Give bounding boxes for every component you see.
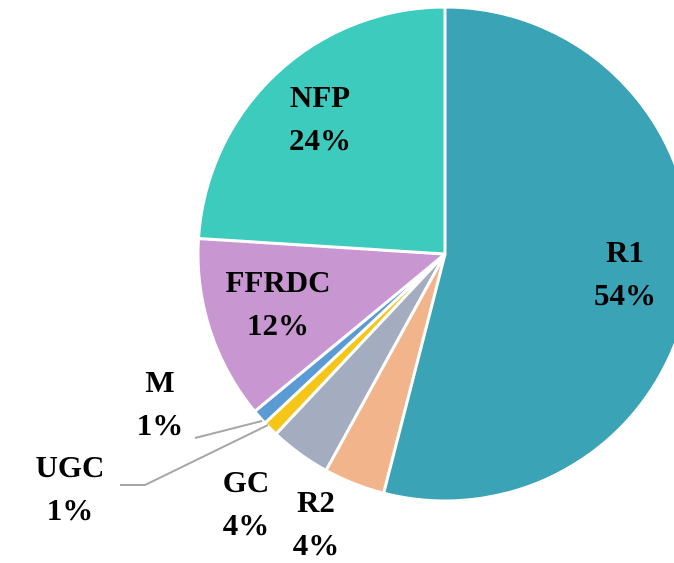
slice-value-label: 24% [289,122,351,157]
slice-value-label: 12% [247,307,309,342]
slice-value-label: 1% [47,492,94,527]
slice-value-label: 54% [594,277,656,312]
slice-label: FFRDC [225,264,330,299]
slice-label: M [145,364,174,399]
pie-slice [382,5,674,503]
leader-line [120,424,269,486]
slice-value-label: 1% [137,407,184,442]
pie-slice [196,236,447,413]
slice-label: NFP [290,79,350,114]
leader-line [194,420,263,439]
slice-label: R1 [606,234,644,269]
slice-value-label: 4% [293,527,340,562]
slice-label: R2 [297,484,335,519]
slice-label: UGC [36,449,105,484]
pie-slice [196,5,447,256]
slice-label: GC [223,464,270,499]
slice-value-label: 4% [223,507,270,542]
